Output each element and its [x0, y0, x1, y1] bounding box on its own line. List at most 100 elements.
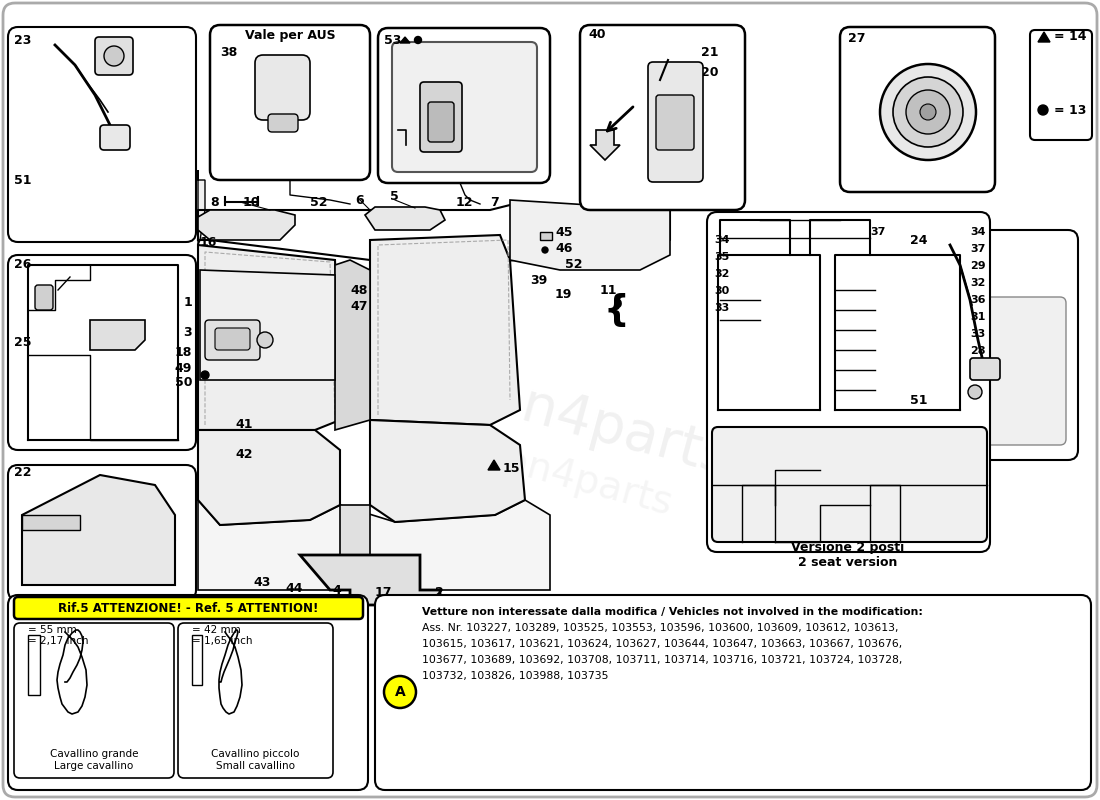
Text: 10: 10 — [243, 195, 261, 209]
Text: Vale per AUS: Vale per AUS — [244, 29, 336, 42]
FancyBboxPatch shape — [8, 27, 196, 242]
Text: Vetture non interessate dalla modifica / Vehicles not involved in the modificati: Vetture non interessate dalla modifica /… — [422, 607, 923, 617]
Circle shape — [415, 37, 421, 43]
Text: 8: 8 — [210, 195, 219, 209]
Text: 16: 16 — [200, 235, 218, 249]
FancyBboxPatch shape — [420, 82, 462, 152]
Bar — [540, 232, 552, 240]
Polygon shape — [300, 555, 440, 605]
Text: 9: 9 — [613, 298, 621, 310]
Text: 22: 22 — [14, 466, 32, 478]
Text: 103732, 103826, 103988, 103735: 103732, 103826, 103988, 103735 — [422, 671, 608, 681]
FancyBboxPatch shape — [100, 125, 130, 150]
Circle shape — [542, 247, 548, 253]
Text: Ass. Nr. 103227, 103289, 103525, 103553, 103596, 103600, 103609, 103612, 103613,: Ass. Nr. 103227, 103289, 103525, 103553,… — [422, 623, 899, 633]
FancyBboxPatch shape — [3, 3, 1097, 797]
Text: = 14: = 14 — [1054, 30, 1087, 43]
FancyBboxPatch shape — [8, 465, 196, 600]
Circle shape — [893, 77, 962, 147]
FancyBboxPatch shape — [648, 62, 703, 182]
Text: 103677, 103689, 103692, 103708, 103711, 103714, 103716, 103721, 103724, 103728,: 103677, 103689, 103692, 103708, 103711, … — [422, 655, 902, 665]
Bar — [192, 635, 202, 685]
Text: 32: 32 — [714, 269, 729, 279]
Circle shape — [968, 385, 982, 399]
FancyBboxPatch shape — [656, 95, 694, 150]
Polygon shape — [198, 245, 340, 430]
Text: 18: 18 — [175, 346, 192, 358]
Circle shape — [201, 371, 209, 379]
Text: 33: 33 — [970, 329, 986, 339]
Polygon shape — [370, 420, 525, 522]
Polygon shape — [590, 130, 620, 160]
Text: 11: 11 — [600, 283, 617, 297]
Text: 52: 52 — [310, 195, 328, 209]
Text: 44: 44 — [285, 582, 303, 594]
FancyBboxPatch shape — [178, 623, 333, 778]
Text: 30: 30 — [714, 286, 729, 296]
FancyBboxPatch shape — [95, 37, 133, 75]
Text: 47: 47 — [350, 301, 367, 314]
Polygon shape — [200, 270, 336, 380]
FancyBboxPatch shape — [918, 297, 1066, 445]
Polygon shape — [1038, 32, 1050, 42]
FancyBboxPatch shape — [14, 623, 174, 778]
Polygon shape — [198, 210, 295, 240]
Text: 49: 49 — [175, 362, 192, 374]
Text: 53: 53 — [384, 34, 402, 46]
Text: 34: 34 — [714, 235, 729, 245]
Text: 51: 51 — [14, 174, 32, 186]
Polygon shape — [22, 515, 80, 530]
Polygon shape — [198, 170, 205, 430]
Polygon shape — [370, 235, 520, 425]
FancyBboxPatch shape — [580, 25, 745, 210]
Text: 37: 37 — [870, 227, 886, 237]
FancyBboxPatch shape — [35, 285, 53, 310]
Text: Rif.5 ATTENZIONE! - Ref. 5 ATTENTION!: Rif.5 ATTENZIONE! - Ref. 5 ATTENTION! — [58, 602, 318, 614]
FancyBboxPatch shape — [392, 42, 537, 172]
FancyBboxPatch shape — [375, 595, 1091, 790]
Text: = 1,65 inch: = 1,65 inch — [192, 636, 253, 646]
FancyBboxPatch shape — [428, 102, 454, 142]
Text: = 13: = 13 — [1054, 103, 1087, 117]
Polygon shape — [198, 430, 340, 525]
FancyBboxPatch shape — [8, 595, 368, 790]
Text: 52: 52 — [565, 258, 583, 270]
Circle shape — [1038, 105, 1048, 115]
Polygon shape — [198, 500, 550, 590]
Text: 46: 46 — [556, 242, 572, 254]
Text: Large cavallino: Large cavallino — [54, 761, 133, 771]
Circle shape — [920, 104, 936, 120]
Text: passion4parts: passion4parts — [344, 334, 735, 486]
Text: Versione 2 posti: Versione 2 posti — [791, 542, 904, 554]
Text: 7: 7 — [490, 195, 498, 209]
Text: 12: 12 — [456, 195, 473, 209]
Text: 2: 2 — [434, 586, 443, 598]
Text: 23: 23 — [14, 34, 32, 46]
FancyBboxPatch shape — [970, 358, 1000, 380]
FancyBboxPatch shape — [30, 198, 185, 228]
Polygon shape — [336, 260, 370, 430]
Text: 51: 51 — [910, 394, 927, 406]
Text: 5: 5 — [390, 190, 398, 203]
Text: Cavallino piccolo: Cavallino piccolo — [211, 749, 299, 759]
FancyBboxPatch shape — [1030, 30, 1092, 140]
Text: = 2,17 inch: = 2,17 inch — [28, 636, 88, 646]
Polygon shape — [510, 200, 670, 270]
Text: 35: 35 — [714, 252, 729, 262]
Text: 50: 50 — [175, 375, 192, 389]
Text: 48: 48 — [350, 283, 367, 297]
Text: 4: 4 — [332, 583, 341, 597]
FancyBboxPatch shape — [268, 114, 298, 132]
Text: 42: 42 — [235, 449, 253, 462]
Polygon shape — [340, 505, 370, 590]
Text: = 42 mm: = 42 mm — [192, 625, 241, 635]
Circle shape — [257, 332, 273, 348]
Polygon shape — [219, 630, 242, 714]
Text: 27: 27 — [848, 31, 866, 45]
Text: 15: 15 — [503, 462, 520, 474]
Polygon shape — [365, 207, 446, 230]
FancyBboxPatch shape — [378, 28, 550, 183]
Text: A: A — [395, 685, 406, 699]
Text: 25: 25 — [14, 335, 32, 349]
Text: 1: 1 — [184, 295, 192, 309]
